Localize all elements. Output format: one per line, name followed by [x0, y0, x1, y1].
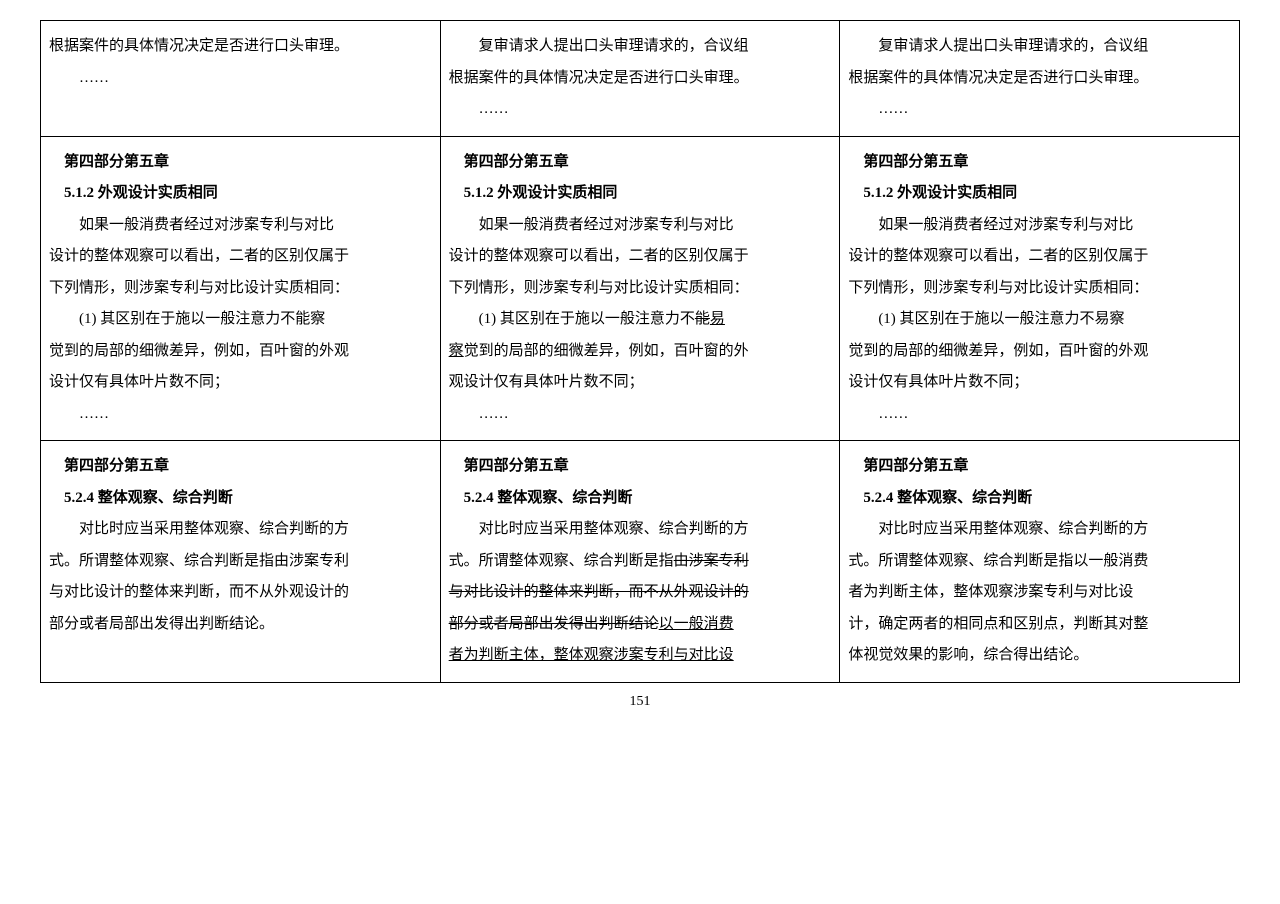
cell-r1-c3: 复审请求人提出口头审理请求的，合议组 根据案件的具体情况决定是否进行口头审理。 … [840, 21, 1240, 137]
body-text: 觉到的局部的细微差异，例如，百叶窗的外观 [848, 336, 1231, 368]
ellipsis: …… [49, 63, 432, 95]
body-text: 下列情形，则涉案专利与对比设计实质相同： [449, 273, 832, 305]
ellipsis: …… [49, 399, 432, 431]
body-text: 下列情形，则涉案专利与对比设计实质相同： [49, 273, 432, 305]
body-text: (1) 其区别在于施以一般注意力不易察 [848, 304, 1231, 336]
deleted-text: 能 [695, 311, 710, 327]
body-text: 设计的整体观察可以看出，二者的区别仅属于 [449, 241, 832, 273]
body-text: 与对比设计的整体来判断，而不从外观设计的 [449, 577, 832, 609]
ellipsis: …… [848, 94, 1231, 126]
cell-r2-c2: 第四部分第五章 5.1.2 外观设计实质相同 如果一般消费者经过对涉案专利与对比… [440, 136, 840, 441]
body-text: 如果一般消费者经过对涉案专利与对比 [848, 210, 1231, 242]
ellipsis: …… [449, 94, 832, 126]
deleted-text: 由涉案专利 [674, 553, 749, 569]
ellipsis: …… [848, 399, 1231, 431]
body-text: 观设计仅有具体叶片数不同； [449, 367, 832, 399]
section-subheading: 5.1.2 外观设计实质相同 [49, 178, 432, 210]
inserted-text: 察 [449, 343, 464, 359]
body-text: 复审请求人提出口头审理请求的，合议组 [449, 31, 832, 63]
body-text: 察觉到的局部的细微差异，例如，百叶窗的外 [449, 336, 832, 368]
section-subheading: 5.1.2 外观设计实质相同 [848, 178, 1231, 210]
body-text: 如果一般消费者经过对涉案专利与对比 [449, 210, 832, 242]
section-heading: 第四部分第五章 [848, 147, 1231, 179]
body-text: 体视觉效果的影响，综合得出结论。 [848, 640, 1231, 672]
cell-r3-c2: 第四部分第五章 5.2.4 整体观察、综合判断 对比时应当采用整体观察、综合判断… [440, 441, 840, 683]
cell-r2-c3: 第四部分第五章 5.1.2 外观设计实质相同 如果一般消费者经过对涉案专利与对比… [840, 136, 1240, 441]
page-number: 151 [40, 687, 1240, 716]
body-text: 复审请求人提出口头审理请求的，合议组 [848, 31, 1231, 63]
section-subheading: 5.2.4 整体观察、综合判断 [449, 483, 832, 515]
body-text: 式。所谓整体观察、综合判断是指以一般消费 [848, 546, 1231, 578]
section-subheading: 5.2.4 整体观察、综合判断 [49, 483, 432, 515]
section-subheading: 5.1.2 外观设计实质相同 [449, 178, 832, 210]
cell-r1-c1: 根据案件的具体情况决定是否进行口头审理。 …… [41, 21, 441, 137]
text-fragment: 式。所谓整体观察、综合判断是指 [449, 553, 674, 569]
section-heading: 第四部分第五章 [848, 451, 1231, 483]
inserted-text: 者为判断主体，整体观察涉案专利与对比设 [449, 647, 734, 663]
body-text: 觉到的局部的细微差异，例如，百叶窗的外观 [49, 336, 432, 368]
table-row: 根据案件的具体情况决定是否进行口头审理。 …… 复审请求人提出口头审理请求的，合… [41, 21, 1240, 137]
body-text: 设计的整体观察可以看出，二者的区别仅属于 [49, 241, 432, 273]
table-row: 第四部分第五章 5.1.2 外观设计实质相同 如果一般消费者经过对涉案专利与对比… [41, 136, 1240, 441]
document-page: 根据案件的具体情况决定是否进行口头审理。 …… 复审请求人提出口头审理请求的，合… [40, 20, 1240, 716]
body-text: 下列情形，则涉案专利与对比设计实质相同： [848, 273, 1231, 305]
body-text: 计，确定两者的相同点和区别点，判断其对整 [848, 609, 1231, 641]
body-text: 式。所谓整体观察、综合判断是指由涉案专利 [49, 546, 432, 578]
section-heading: 第四部分第五章 [49, 147, 432, 179]
cell-r2-c1: 第四部分第五章 5.1.2 外观设计实质相同 如果一般消费者经过对涉案专利与对比… [41, 136, 441, 441]
body-text: 设计仅有具体叶片数不同； [49, 367, 432, 399]
text-fragment: (1) 其区别在于施以一般注意力不 [479, 311, 695, 327]
inserted-text: 易 [710, 311, 725, 327]
body-text: 与对比设计的整体来判断，而不从外观设计的 [49, 577, 432, 609]
inserted-text: 以一般消费 [659, 616, 734, 632]
section-heading: 第四部分第五章 [449, 147, 832, 179]
deleted-text: 与对比设计的整体来判断，而不从外观设计的 [449, 584, 749, 600]
body-text: 对比时应当采用整体观察、综合判断的方 [49, 514, 432, 546]
body-text: 者为判断主体，整体观察涉案专利与对比设 [449, 640, 832, 672]
body-text: 对比时应当采用整体观察、综合判断的方 [449, 514, 832, 546]
comparison-table: 根据案件的具体情况决定是否进行口头审理。 …… 复审请求人提出口头审理请求的，合… [40, 20, 1240, 683]
cell-r1-c2: 复审请求人提出口头审理请求的，合议组 根据案件的具体情况决定是否进行口头审理。 … [440, 21, 840, 137]
body-text: (1) 其区别在于施以一般注意力不能易 [449, 304, 832, 336]
body-text: 对比时应当采用整体观察、综合判断的方 [848, 514, 1231, 546]
body-text: 式。所谓整体观察、综合判断是指由涉案专利 [449, 546, 832, 578]
body-text: 者为判断主体，整体观察涉案专利与对比设 [848, 577, 1231, 609]
section-subheading: 5.2.4 整体观察、综合判断 [848, 483, 1231, 515]
ellipsis: …… [449, 399, 832, 431]
body-text: (1) 其区别在于施以一般注意力不能察 [49, 304, 432, 336]
table-row: 第四部分第五章 5.2.4 整体观察、综合判断 对比时应当采用整体观察、综合判断… [41, 441, 1240, 683]
section-heading: 第四部分第五章 [449, 451, 832, 483]
body-text: 根据案件的具体情况决定是否进行口头审理。 [848, 63, 1231, 95]
body-text: 如果一般消费者经过对涉案专利与对比 [49, 210, 432, 242]
section-heading: 第四部分第五章 [49, 451, 432, 483]
deleted-text: 部分或者局部出发得出判断结论 [449, 616, 659, 632]
cell-r3-c1: 第四部分第五章 5.2.4 整体观察、综合判断 对比时应当采用整体观察、综合判断… [41, 441, 441, 683]
body-text: 根据案件的具体情况决定是否进行口头审理。 [49, 31, 432, 63]
body-text: 设计仅有具体叶片数不同； [848, 367, 1231, 399]
body-text: 部分或者局部出发得出判断结论以一般消费 [449, 609, 832, 641]
text-fragment: 觉到的局部的细微差异，例如，百叶窗的外 [464, 343, 749, 359]
body-text: 根据案件的具体情况决定是否进行口头审理。 [449, 63, 832, 95]
body-text: 部分或者局部出发得出判断结论。 [49, 609, 432, 641]
cell-r3-c3: 第四部分第五章 5.2.4 整体观察、综合判断 对比时应当采用整体观察、综合判断… [840, 441, 1240, 683]
body-text: 设计的整体观察可以看出，二者的区别仅属于 [848, 241, 1231, 273]
